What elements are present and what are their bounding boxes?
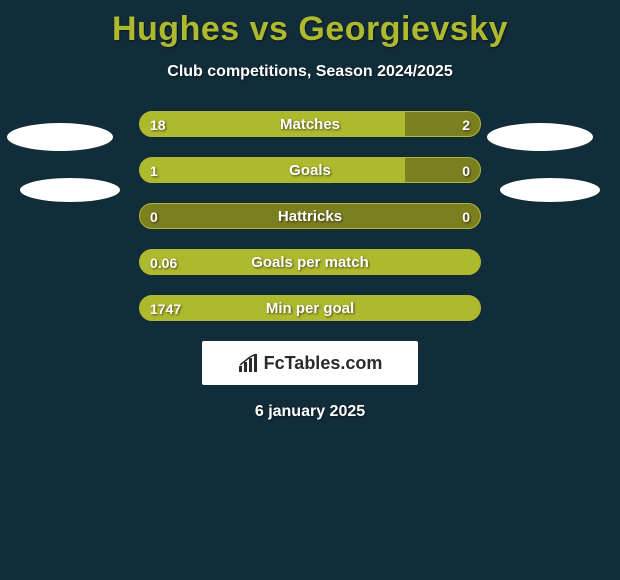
bar-track: 1747Min per goal [139, 295, 481, 321]
date-label: 6 january 2025 [0, 403, 620, 421]
player-ellipse [7, 123, 113, 151]
stat-label: Goals per match [140, 250, 480, 276]
logo-text: FcTables.com [238, 353, 383, 374]
bar-track: 182Matches [139, 111, 481, 137]
logo-label: FcTables.com [264, 353, 383, 374]
bar-track: 0.06Goals per match [139, 249, 481, 275]
stat-row: 0.06Goals per match [0, 249, 620, 275]
subtitle: Club competitions, Season 2024/2025 [0, 63, 620, 81]
player-ellipse [20, 178, 120, 202]
stat-label: Goals [140, 158, 480, 184]
stat-label: Min per goal [140, 296, 480, 322]
stat-row: 00Hattricks [0, 203, 620, 229]
bars-icon [238, 354, 260, 372]
stat-row: 1747Min per goal [0, 295, 620, 321]
bar-track: 00Hattricks [139, 203, 481, 229]
stat-label: Hattricks [140, 204, 480, 230]
page-title: Hughes vs Georgievsky [0, 0, 620, 49]
bar-track: 10Goals [139, 157, 481, 183]
player-ellipse [487, 123, 593, 151]
stat-label: Matches [140, 112, 480, 138]
logo-badge: FcTables.com [202, 341, 418, 385]
player-ellipse [500, 178, 600, 202]
